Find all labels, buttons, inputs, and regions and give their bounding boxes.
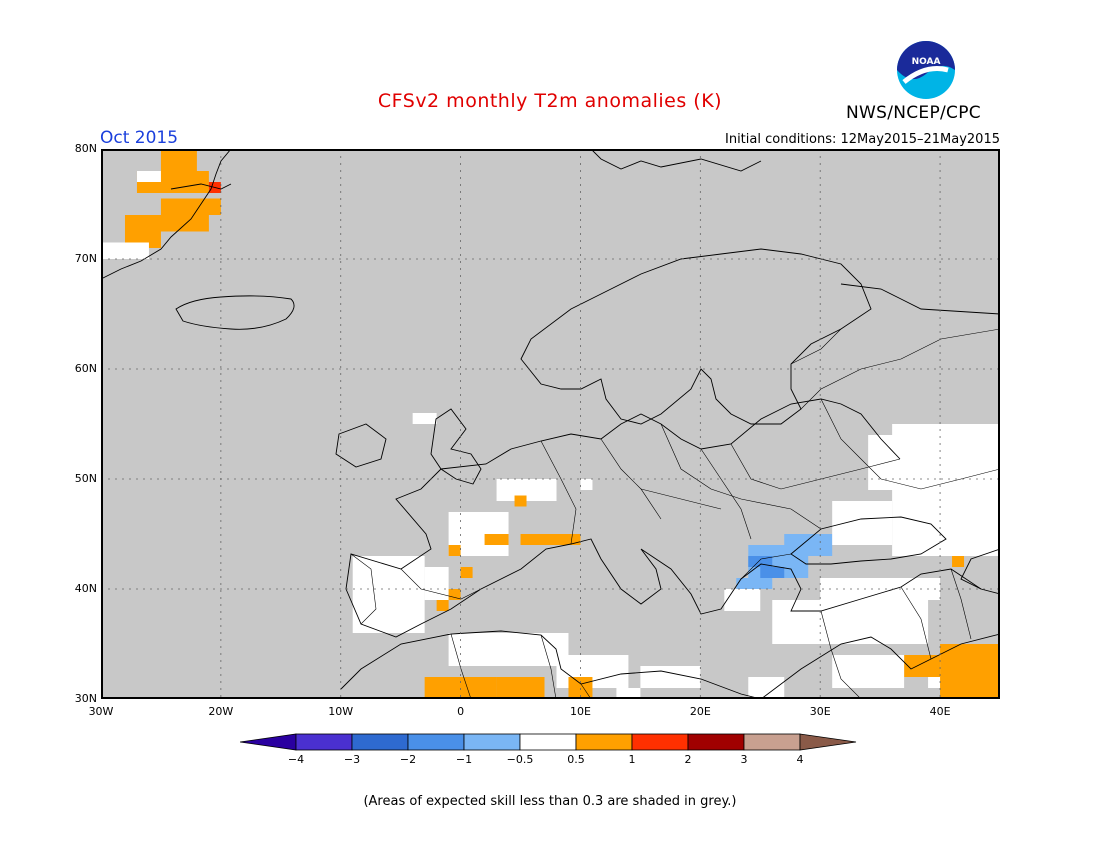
anomaly-cell bbox=[832, 655, 905, 688]
anomaly-cell bbox=[832, 501, 893, 545]
lon-tick-label: 40E bbox=[929, 705, 951, 718]
anomaly-cell bbox=[736, 578, 773, 589]
colorbar-end-low bbox=[240, 733, 297, 751]
colorbar-segment bbox=[351, 733, 409, 751]
colorbar-segment bbox=[575, 733, 633, 751]
anomaly-cell bbox=[772, 600, 929, 644]
forecast-month: Oct 2015 bbox=[100, 128, 179, 148]
lat-tick-label: 50N bbox=[74, 472, 97, 485]
anomaly-cell bbox=[448, 545, 461, 556]
colorbar-segment bbox=[407, 733, 465, 751]
anomaly-cell bbox=[460, 567, 473, 578]
lon-tick-label: 20E bbox=[689, 705, 711, 718]
lat-tick-label: 70N bbox=[74, 252, 97, 265]
colorbar-segment bbox=[463, 733, 521, 751]
colorbar-label: −0.5 bbox=[506, 753, 534, 766]
anomaly-cell bbox=[952, 556, 965, 567]
lon-tick-label: 0 bbox=[457, 705, 465, 718]
initial-conditions: Initial conditions: 12May2015–21May2015 bbox=[725, 132, 1000, 147]
anomaly-cell bbox=[568, 534, 581, 545]
anomaly-cell bbox=[520, 534, 569, 545]
anomaly-cell bbox=[424, 567, 449, 600]
colorbar-label: −4 bbox=[287, 753, 305, 766]
colorbar-end-high bbox=[799, 733, 857, 751]
agency-label: NWS/NCEP/CPC bbox=[846, 103, 981, 123]
colorbar-segment bbox=[743, 733, 801, 751]
anomaly-cell bbox=[484, 534, 509, 545]
anomaly-cell bbox=[940, 644, 1000, 699]
anomaly-cell bbox=[748, 556, 773, 567]
anomaly-cell bbox=[160, 198, 221, 215]
colorbar-label: 4 bbox=[796, 753, 804, 766]
lon-tick-label: 10W bbox=[328, 705, 354, 718]
anomaly-cell bbox=[448, 633, 569, 666]
anomaly-cell bbox=[556, 655, 629, 688]
anomaly-cell bbox=[160, 149, 197, 171]
anomaly-cell bbox=[101, 242, 149, 259]
lon-tick-label: 30E bbox=[809, 705, 831, 718]
lat-lon-grid bbox=[101, 149, 1000, 699]
anomaly-cell bbox=[916, 424, 977, 435]
anomaly-cell bbox=[904, 655, 941, 677]
lon-tick-label: 30W bbox=[88, 705, 114, 718]
colorbar-label: −2 bbox=[399, 753, 417, 766]
lat-tick-label: 60N bbox=[74, 362, 97, 375]
anomaly-cell bbox=[436, 600, 449, 611]
colorbar-segment bbox=[519, 733, 577, 751]
colorbar-label: 3 bbox=[740, 753, 748, 766]
anomaly-cell bbox=[580, 479, 593, 490]
colorbar-segment bbox=[295, 733, 353, 751]
colorbar-segment bbox=[631, 733, 689, 751]
lat-tick-label: 30N bbox=[74, 692, 97, 705]
anomaly-cell bbox=[448, 589, 461, 600]
colorbar-label: −3 bbox=[343, 753, 361, 766]
colorbar-label: 1 bbox=[628, 753, 636, 766]
country-borders bbox=[350, 328, 1000, 699]
anomaly-cell bbox=[748, 677, 785, 699]
anomaly-cell bbox=[820, 578, 941, 600]
lat-tick-label: 80N bbox=[74, 142, 97, 155]
colorbar bbox=[240, 733, 857, 751]
map-frame bbox=[101, 149, 1000, 699]
anomaly-cell bbox=[496, 677, 545, 699]
noaa-logo: NOAA bbox=[897, 41, 955, 99]
anomaly-cell bbox=[124, 215, 209, 232]
colorbar-label: −1 bbox=[455, 753, 473, 766]
skill-footnote: (Areas of expected skill less than 0.3 a… bbox=[363, 794, 737, 809]
anomaly-cell bbox=[496, 479, 557, 501]
anomaly-cell bbox=[724, 589, 761, 611]
anomaly-cell bbox=[136, 171, 161, 182]
anomaly-cells bbox=[101, 149, 1000, 699]
lon-tick-label: 20W bbox=[208, 705, 234, 718]
anomaly-cell bbox=[808, 534, 833, 545]
noaa-logo-text: NOAA bbox=[912, 57, 941, 67]
colorbar-label: 2 bbox=[684, 753, 692, 766]
anomaly-map bbox=[101, 149, 1000, 699]
lon-tick-label: 10E bbox=[569, 705, 591, 718]
map-title: CFSv2 monthly T2m anomalies (K) bbox=[377, 90, 723, 112]
colorbar-label: 0.5 bbox=[567, 753, 585, 766]
colorbar-segment bbox=[687, 733, 745, 751]
lat-tick-label: 40N bbox=[74, 582, 97, 595]
anomaly-cell bbox=[412, 413, 437, 424]
anomaly-cell bbox=[760, 567, 785, 578]
anomaly-cell bbox=[616, 688, 641, 699]
anomaly-cell bbox=[514, 495, 527, 507]
